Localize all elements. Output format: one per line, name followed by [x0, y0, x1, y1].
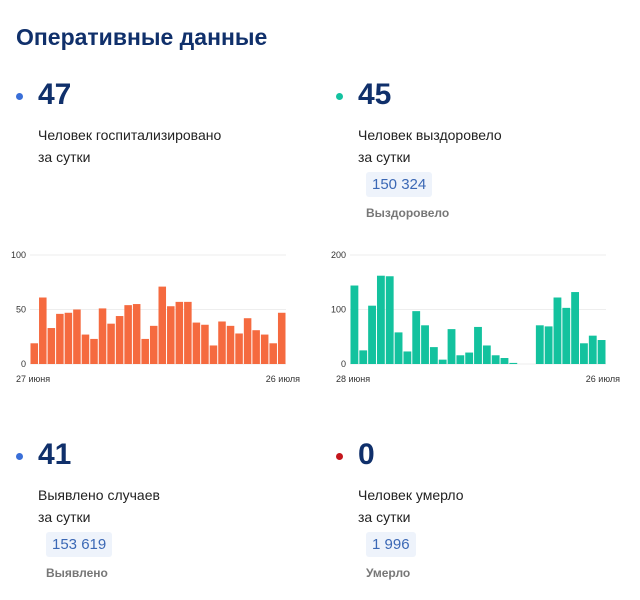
bar: [385, 276, 394, 364]
y-tick-label: 0: [21, 359, 26, 369]
bar: [456, 355, 465, 364]
bar: [218, 321, 226, 364]
label: Выявлено случаев: [38, 487, 160, 503]
cases-total-label: Выявлено: [46, 566, 108, 580]
bar: [544, 326, 553, 364]
hospitalized-value: 47: [38, 78, 72, 111]
bar: [500, 358, 509, 364]
bar: [465, 352, 474, 364]
bar: [394, 332, 403, 364]
bar: [438, 359, 447, 364]
bar: [107, 323, 115, 364]
bar: [39, 297, 47, 364]
bar: [149, 325, 158, 364]
bar: [260, 334, 269, 364]
deaths-total-label: Умерло: [366, 566, 411, 580]
recovered-chart: 0 100 200 28 июня 26 июля: [331, 250, 620, 384]
bar: [482, 345, 491, 364]
recovered-total: 150 324: [366, 172, 433, 197]
bar: [192, 322, 201, 364]
label: Человек госпитализировано: [38, 127, 222, 143]
blue-dot-icon: [16, 453, 23, 460]
x-end-label: 26 июля: [266, 374, 300, 384]
x-end-label: 26 июля: [586, 374, 620, 384]
x-start-label: 28 июня: [336, 374, 370, 384]
y-tick-label: 200: [331, 250, 346, 260]
bar: [90, 338, 98, 364]
bar: [562, 307, 571, 364]
label: Человек умерло: [358, 487, 464, 503]
bar: [491, 355, 500, 364]
recovered-total-label: Выздоровело: [366, 206, 450, 220]
y-tick-label: 100: [331, 305, 346, 315]
label: Человек выздоровело: [358, 127, 502, 143]
bar: [73, 309, 81, 364]
page-title: Оперативные данные: [16, 24, 268, 50]
bar: [81, 334, 90, 364]
blue-dot-icon: [16, 93, 23, 100]
recovered-value: 45: [358, 78, 392, 111]
deaths-value: 0: [358, 438, 375, 471]
bar: [277, 312, 286, 364]
bar: [175, 301, 184, 364]
bar: [376, 275, 385, 364]
green-dot-icon: [336, 93, 343, 100]
bar: [509, 362, 518, 364]
bar: [184, 301, 192, 364]
hospitalized-chart: 0 50 100 27 июня 26 июля: [11, 250, 300, 384]
bar: [209, 345, 218, 364]
bar: [368, 305, 376, 364]
bar: [235, 333, 243, 364]
label-period: за сутки: [38, 149, 91, 165]
y-tick-label: 50: [16, 305, 26, 315]
bar: [167, 306, 175, 364]
bar: [115, 316, 124, 364]
bar: [158, 286, 167, 364]
bar: [269, 343, 277, 364]
label-period: за сутки: [38, 509, 91, 525]
y-tick-label: 100: [11, 250, 26, 260]
bar: [535, 325, 544, 364]
cases-total: 153 619: [46, 532, 113, 557]
y-tick-label: 0: [341, 359, 346, 369]
bar: [64, 312, 73, 364]
red-dot-icon: [336, 453, 343, 460]
bar: [412, 311, 421, 364]
bar: [201, 324, 209, 364]
bar: [588, 335, 597, 364]
bar: [252, 330, 260, 364]
bar: [597, 340, 606, 364]
bar: [359, 350, 368, 364]
bar: [226, 325, 235, 364]
bar: [447, 329, 456, 364]
bar: [141, 338, 149, 364]
bar: [571, 292, 580, 364]
bar: [56, 313, 64, 364]
bar: [474, 326, 482, 364]
label-period: за сутки: [358, 149, 411, 165]
bar: [98, 308, 107, 364]
bar: [429, 347, 438, 364]
cases-value: 41: [38, 438, 72, 471]
bar: [47, 328, 56, 364]
bar: [132, 304, 141, 364]
bar: [403, 351, 412, 364]
label-period: за сутки: [358, 509, 411, 525]
bar: [124, 305, 132, 364]
bar: [580, 343, 588, 364]
bar: [243, 318, 252, 364]
bar: [350, 285, 359, 364]
deaths-total: 1 996: [366, 532, 416, 557]
bar: [553, 297, 562, 364]
x-start-label: 27 июня: [16, 374, 50, 384]
bar: [421, 325, 429, 364]
bar: [30, 343, 39, 364]
